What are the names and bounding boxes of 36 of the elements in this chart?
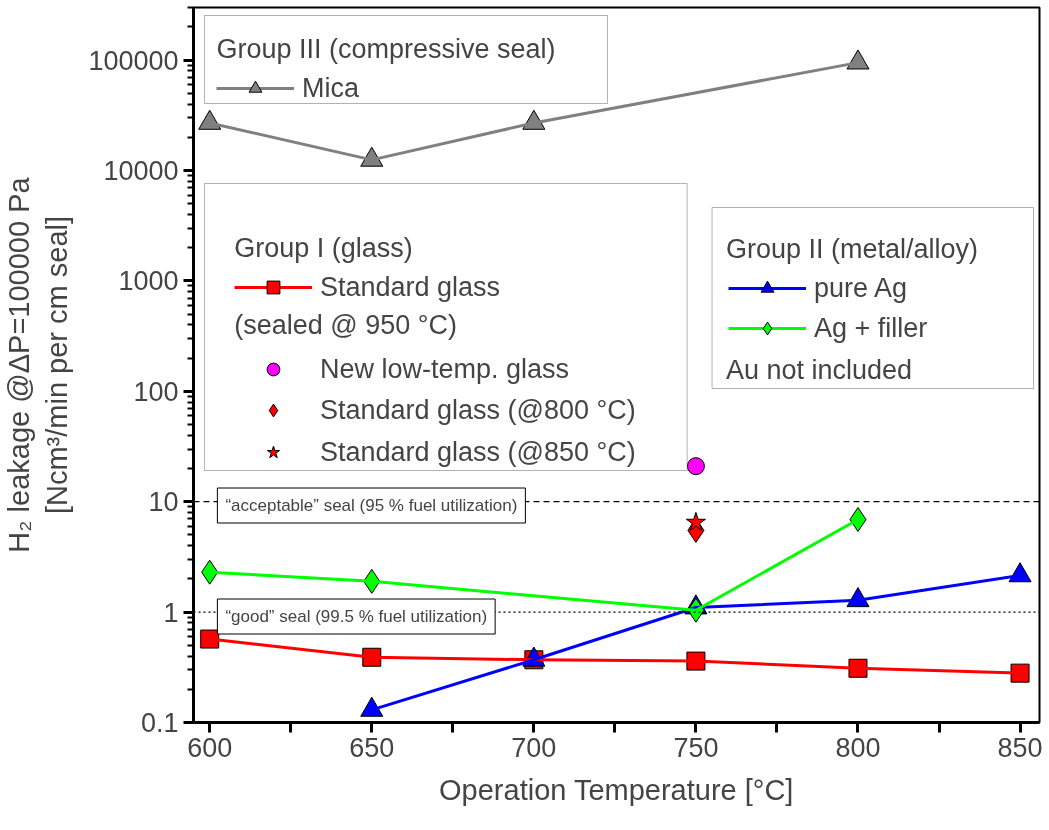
point [200,629,220,649]
point [846,49,870,70]
ref-line-label: “acceptable” seal (95 % fuel utilization) [225,496,518,515]
annotation: (sealed @ 950 °C) [234,309,458,340]
point [685,511,706,531]
legend-label: pure Ag [814,272,908,304]
x-tick-label: 750 [673,732,719,763]
legend-label: New low-temp. glass [320,353,570,385]
point [686,457,705,476]
annotation: Group III (compressive seal) [216,33,556,64]
x-tick-label: 850 [997,732,1043,763]
x-tick-label: 700 [511,732,557,763]
x-tick-label: 600 [187,732,233,763]
x-axis-title: Operation Temperature [°C] [439,773,794,806]
point [686,651,706,671]
legend-label: Standard glass [320,271,501,303]
legend-label: Standard glass (@850 °C) [320,436,636,468]
ref-line-label: “good” seal (99.5 % fuel utilization) [225,607,488,626]
point [1010,663,1030,683]
x-tick-label: 800 [835,732,881,763]
y-tick-label: 100000 [88,45,179,76]
y-tick-label: 10 [148,487,179,518]
x-tick-label: 650 [349,732,395,763]
annotation: Au not included [725,354,913,385]
y-tick-label: 0.1 [140,708,179,738]
y-tick-label: 100 [133,376,179,407]
point [198,109,222,130]
y-tick-label: 1000 [118,266,179,297]
legend-label: Mica [302,72,360,104]
annotation: Group I (glass) [234,232,413,263]
legend-label: Ag + filler [814,312,928,344]
y-axis-title: H₂ leakage @ΔP=100000 Pa [Ncm³/min per cm seal] [3,176,74,553]
annotation: Group II (metal/alloy) [725,233,979,264]
y-tick-label: 1 [163,597,179,628]
y-tick-label: 10000 [103,156,179,187]
legend-label: Standard glass (@800 °C) [320,394,636,426]
